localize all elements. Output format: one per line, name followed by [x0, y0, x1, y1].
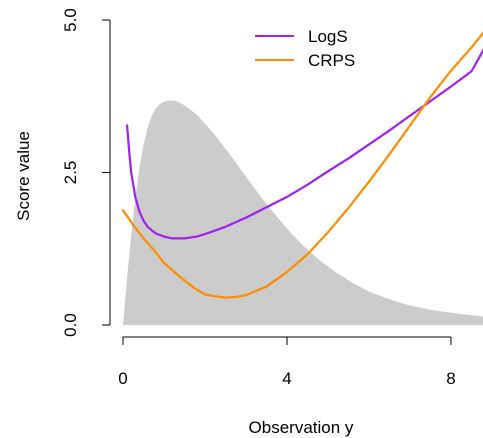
- y-axis: 0.0 2.5 5.0: [61, 8, 111, 337]
- series-line-crps: [121, 31, 483, 299]
- y-tick-label: 5.0: [61, 8, 80, 32]
- x-axis: 0 4 8: [118, 336, 456, 388]
- x-tick-label: 0: [118, 369, 127, 388]
- x-tick-label: 8: [446, 369, 455, 388]
- x-tick-label: 4: [282, 369, 291, 388]
- x-axis-label: Observation y: [249, 418, 354, 437]
- legend: LogS CRPS: [255, 27, 355, 70]
- plot-area: [121, 31, 483, 325]
- y-tick-label: 2.5: [61, 161, 80, 185]
- y-tick-label: 0.0: [61, 313, 80, 337]
- legend-label-logs: LogS: [308, 27, 348, 46]
- legend-label-crps: CRPS: [308, 51, 355, 70]
- y-axis-label: Score value: [14, 131, 33, 221]
- series-line-logs: [126, 48, 483, 240]
- density-area: [123, 100, 483, 325]
